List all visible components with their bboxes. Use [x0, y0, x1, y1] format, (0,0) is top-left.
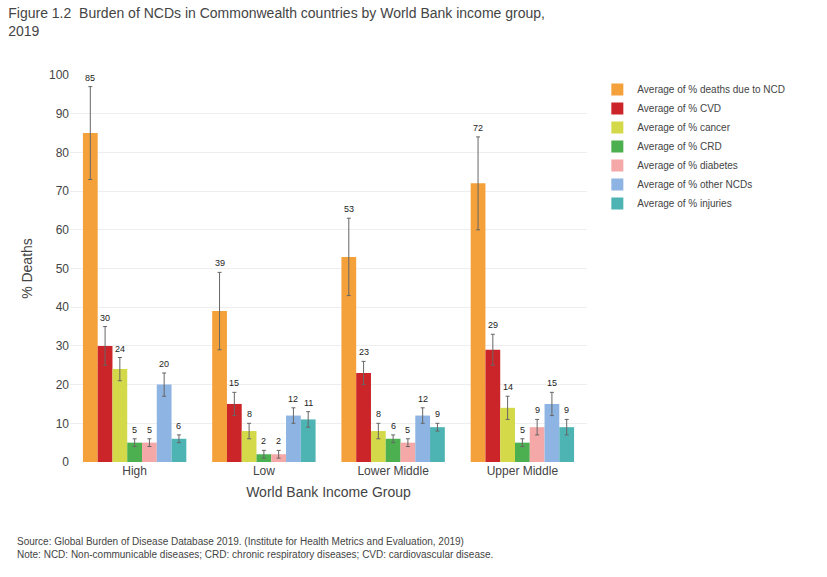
svg-text:5: 5 [520, 425, 525, 435]
svg-text:Average of % cancer: Average of % cancer [637, 122, 730, 133]
svg-text:50: 50 [56, 262, 70, 276]
svg-text:Average of % CRD: Average of % CRD [637, 141, 721, 152]
svg-text:Source: Global Burden of Disea: Source: Global Burden of Disease Databas… [17, 536, 493, 560]
svg-text:0: 0 [62, 455, 69, 469]
svg-text:2: 2 [261, 436, 266, 446]
svg-text:30: 30 [100, 313, 110, 323]
svg-text:30: 30 [56, 339, 70, 353]
svg-text:12: 12 [288, 394, 298, 404]
svg-text:Figure 1.2 Burden of NCDs in: Figure 1.2 Burden of NCDs in Commonwealt… [8, 5, 545, 39]
svg-text:85: 85 [85, 73, 95, 83]
svg-text:2: 2 [276, 436, 281, 446]
svg-text:Average of % injuries: Average of % injuries [637, 198, 731, 209]
svg-text:5: 5 [147, 425, 152, 435]
svg-text:39: 39 [215, 258, 225, 268]
svg-text:72: 72 [473, 123, 483, 133]
svg-text:Average of % CVD: Average of % CVD [637, 103, 721, 114]
svg-text:5: 5 [132, 425, 137, 435]
svg-text:15: 15 [229, 378, 239, 388]
svg-text:Average of % deaths due to NCD: Average of % deaths due to NCD [637, 84, 785, 95]
svg-text:60: 60 [56, 223, 70, 237]
svg-text:70: 70 [56, 184, 70, 198]
svg-text:Low: Low [253, 464, 275, 478]
svg-text:% Deaths: % Deaths [19, 238, 35, 299]
svg-text:40: 40 [56, 300, 70, 314]
svg-text:Average of % other NCDs: Average of % other NCDs [637, 179, 752, 190]
svg-text:5: 5 [405, 425, 410, 435]
svg-text:12: 12 [418, 394, 428, 404]
svg-text:9: 9 [564, 405, 569, 415]
svg-text:10: 10 [56, 417, 70, 431]
svg-text:90: 90 [56, 107, 70, 121]
svg-text:23: 23 [359, 347, 369, 357]
svg-text:Upper Middle: Upper Middle [487, 464, 559, 478]
svg-text:80: 80 [56, 146, 70, 160]
svg-text:8: 8 [247, 409, 252, 419]
svg-text:11: 11 [304, 398, 313, 408]
svg-text:8: 8 [376, 409, 381, 419]
svg-text:World Bank Income Group: World Bank Income Group [246, 484, 411, 500]
svg-text:9: 9 [535, 405, 540, 415]
svg-text:100: 100 [49, 68, 69, 82]
svg-text:Average of % diabetes: Average of % diabetes [637, 160, 737, 171]
svg-text:29: 29 [488, 320, 498, 330]
svg-text:9: 9 [435, 409, 440, 419]
svg-text:6: 6 [391, 421, 396, 431]
svg-text:24: 24 [115, 344, 125, 354]
svg-text:53: 53 [344, 204, 354, 214]
svg-text:6: 6 [176, 421, 181, 431]
svg-text:20: 20 [159, 359, 169, 369]
svg-text:15: 15 [547, 378, 557, 388]
svg-text:20: 20 [56, 378, 70, 392]
svg-text:High: High [122, 464, 147, 478]
svg-text:Lower Middle: Lower Middle [357, 464, 429, 478]
svg-text:14: 14 [503, 382, 513, 392]
